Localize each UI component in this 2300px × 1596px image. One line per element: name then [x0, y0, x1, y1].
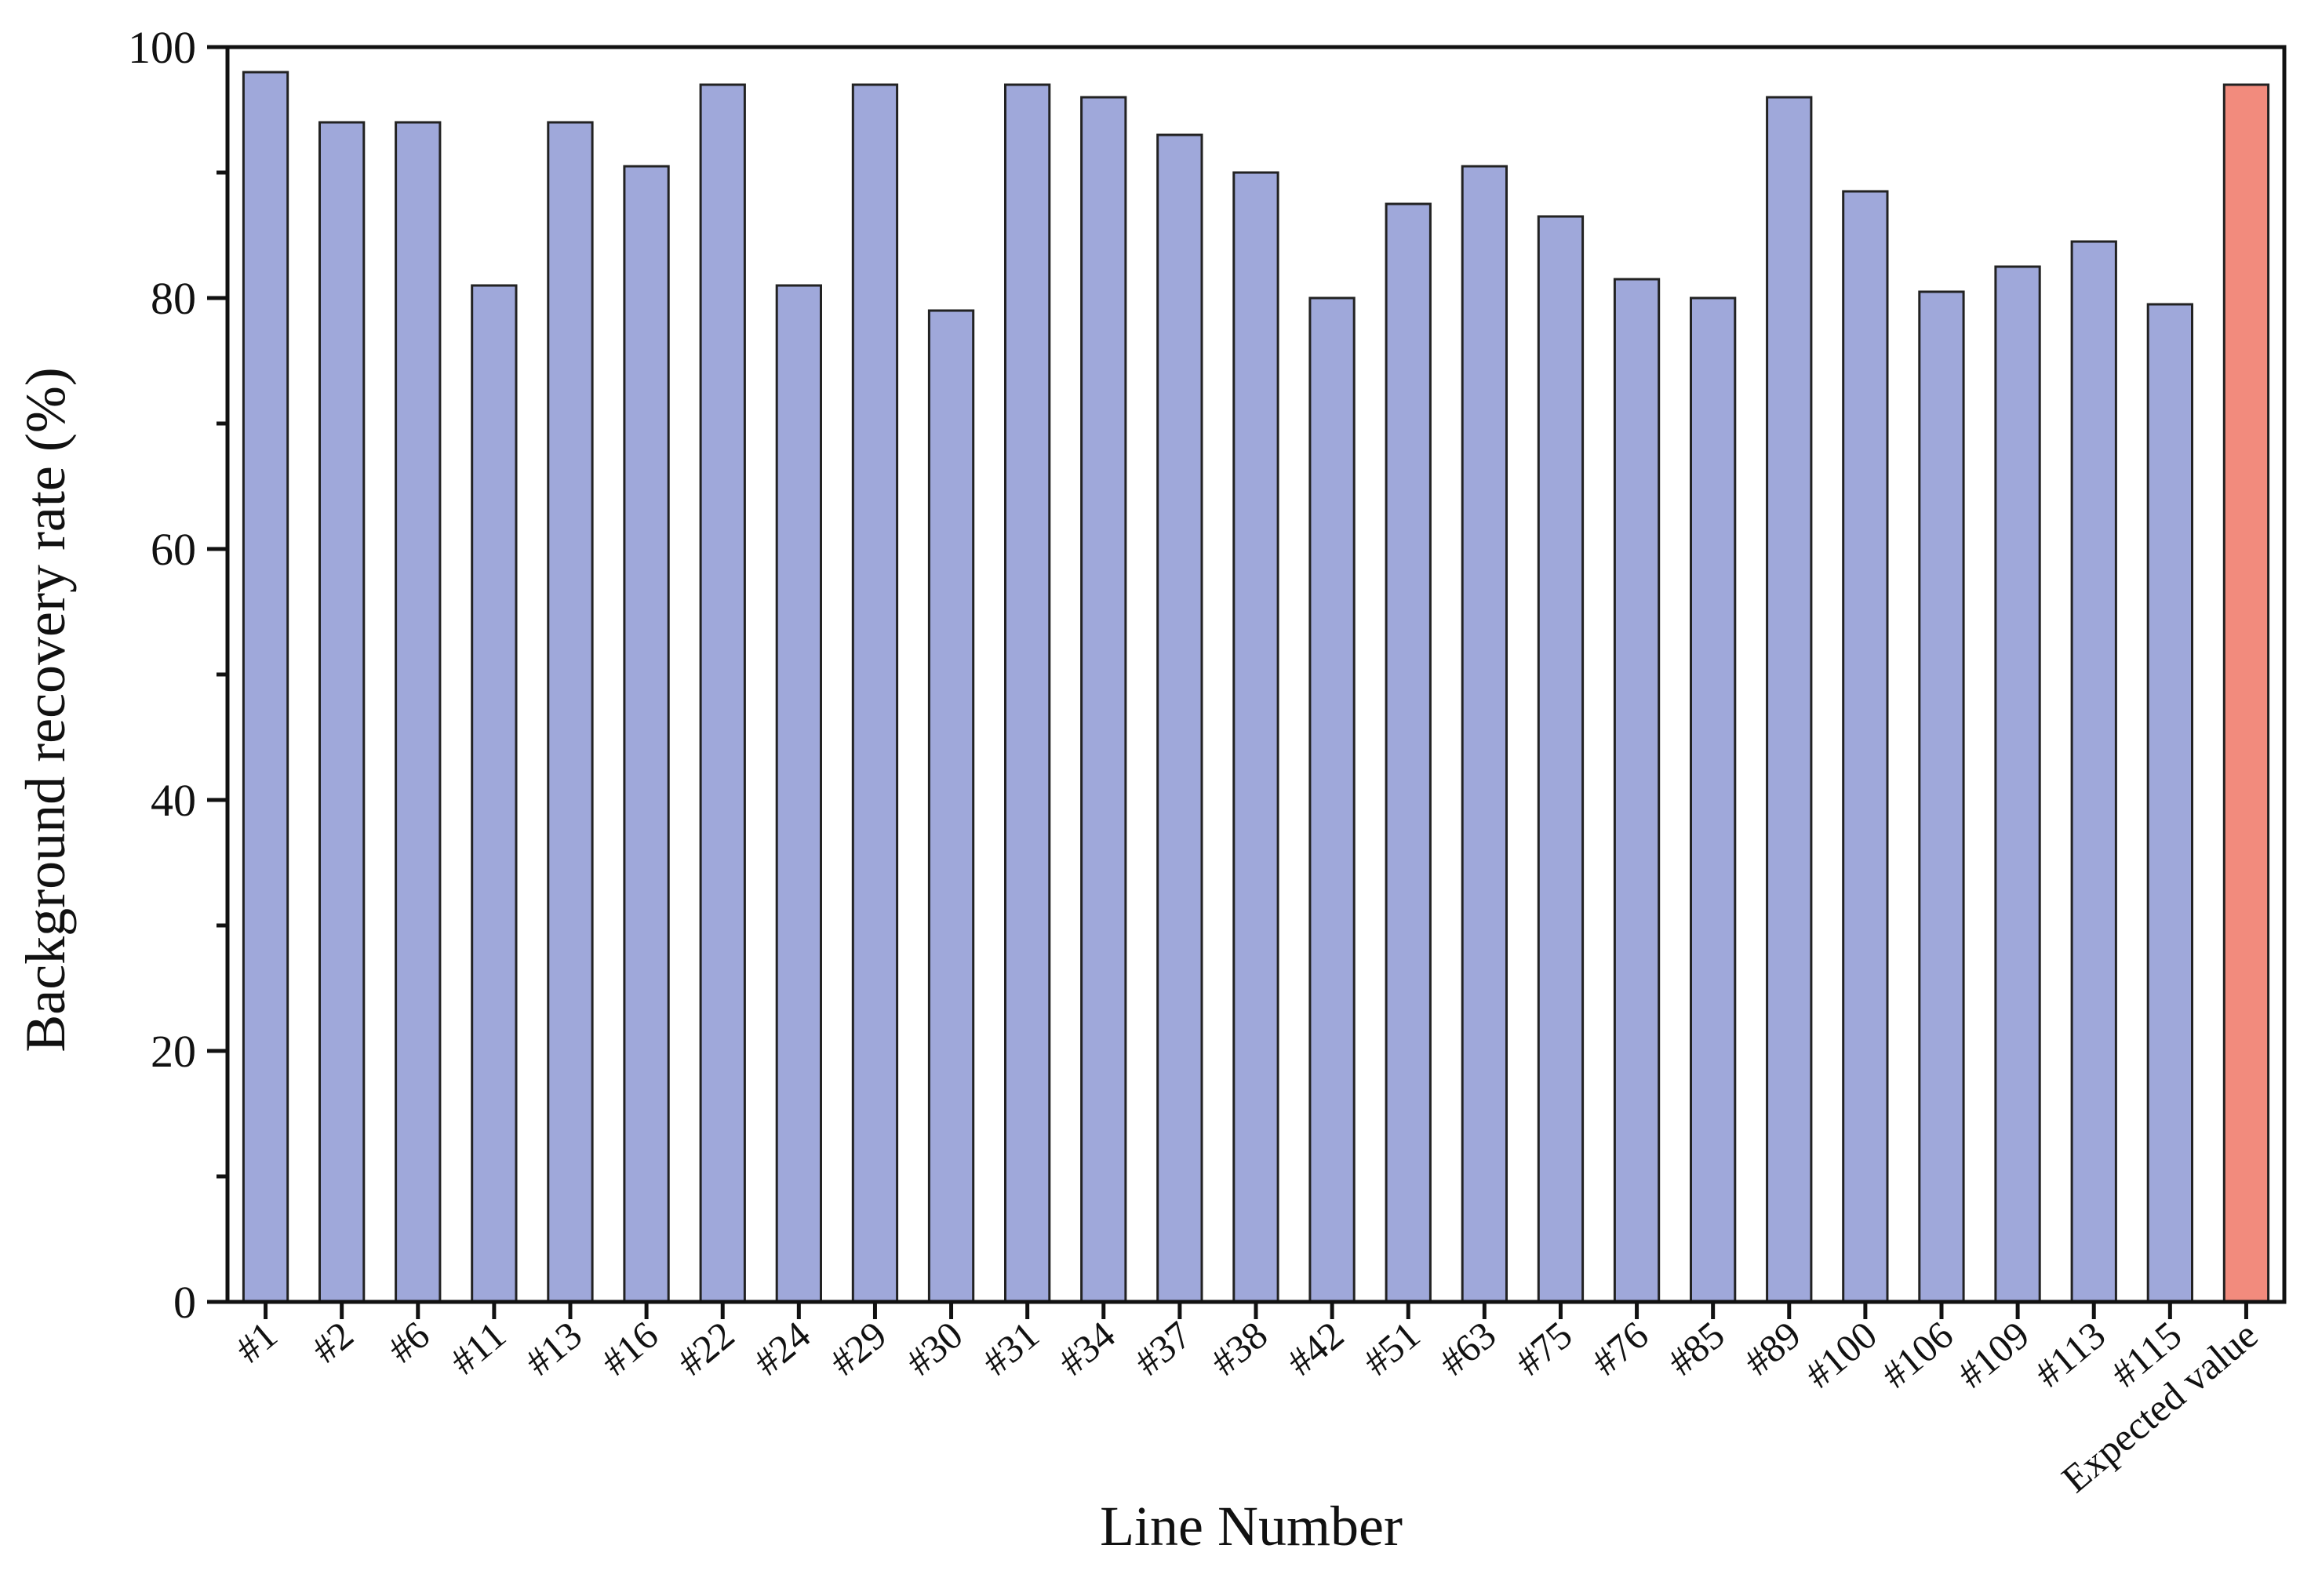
bar-29	[851, 83, 899, 1303]
y-tick-label-80: 80	[151, 273, 196, 324]
y-tick-label-60: 60	[151, 524, 196, 575]
bar-100	[1842, 190, 1889, 1303]
bar-42	[1308, 296, 1356, 1303]
bar-37	[1156, 133, 1203, 1303]
axes	[207, 45, 2287, 1319]
bar-31	[1004, 83, 1051, 1303]
bar-11	[471, 284, 518, 1303]
x-axis-title: Line Number	[1100, 1495, 1403, 1558]
bar-34	[1080, 96, 1127, 1303]
y-axis-title: Background recovery rate (%)	[14, 367, 77, 1052]
bar-109	[1994, 265, 2041, 1303]
bar-6	[395, 121, 442, 1303]
bar-30	[927, 309, 975, 1303]
y-tick-label-100: 100	[128, 22, 196, 73]
bar-85	[1690, 296, 1737, 1303]
bar-89	[1766, 96, 1813, 1303]
y-tick-label-0: 0	[173, 1277, 196, 1328]
bar-75	[1537, 215, 1585, 1303]
bar-63	[1461, 165, 1508, 1303]
bar-1	[242, 71, 289, 1303]
bars	[242, 71, 2270, 1303]
bar-expected-value	[2222, 83, 2270, 1303]
bar-16	[623, 165, 670, 1303]
bar-2	[318, 121, 366, 1303]
bar-115	[2146, 303, 2193, 1303]
y-tick-label-40: 40	[151, 775, 196, 826]
bar-51	[1385, 202, 1432, 1303]
bar-38	[1232, 171, 1279, 1303]
bar-13	[547, 121, 594, 1303]
bar-113	[2070, 240, 2117, 1303]
bar-22	[699, 83, 746, 1303]
bar-24	[775, 284, 823, 1303]
bar-76	[1613, 278, 1661, 1303]
bar-106	[1918, 290, 1965, 1303]
y-tick-label-20: 20	[151, 1026, 196, 1077]
